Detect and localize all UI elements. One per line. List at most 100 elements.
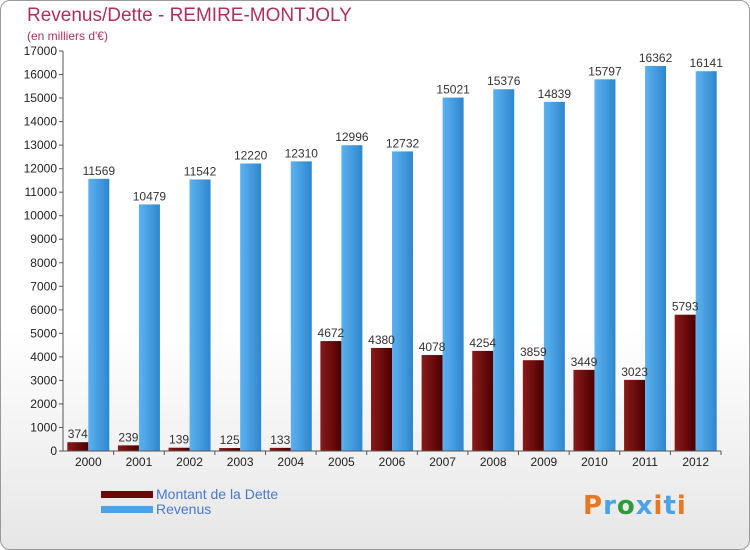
bar-dette-2011 [624,379,646,451]
bar-revenus-2000 [88,178,110,451]
bar-revenus-2006 [392,151,413,451]
x-tick-label: 2002 [176,455,203,469]
bar-dette-2004 [269,447,291,451]
data-label-dette: 4380 [368,333,395,347]
data-label-revenus: 12732 [386,136,420,150]
bar-revenus-2010 [594,79,616,452]
legend-label-revenus: Revenus [156,501,212,517]
bar-dette-2008 [472,350,494,451]
axes: 0 1000 2000 3000 4000 5000 6000 7000 8000 9000 100… [24,44,722,469]
data-label-dette: 4254 [469,336,496,350]
bar-revenus-2008 [493,89,515,451]
data-label-revenus: 14839 [538,87,572,101]
bar-revenus-2011 [645,66,667,451]
bar-dette-2010 [573,369,595,451]
data-label-dette: 5793 [672,300,699,314]
logo-letter: x [635,491,654,521]
logo-letter: r [603,491,617,521]
data-label-dette: 3449 [571,355,598,369]
logo-letter: i [653,491,664,521]
y-tick-label: 0 [50,444,57,458]
bar-dette-2005 [320,341,342,451]
logo-letter: i [676,491,687,521]
legend-swatch-dette [101,491,153,498]
logo-letter: o [616,491,636,521]
x-tick-label: 2007 [429,455,456,469]
chart-subtitle: (en milliers d'€) [27,29,108,43]
data-label-revenus: 10479 [133,189,167,203]
data-label-revenus: 15021 [436,83,470,97]
x-tick-label: 2008 [480,455,507,469]
x-tick-label: 2000 [75,455,102,469]
y-tick-label: 12000 [24,162,58,176]
data-label-dette: 4672 [318,326,345,340]
logo-letter: t [663,491,677,521]
data-label-dette: 374 [68,427,88,441]
bar-dette-2000 [67,442,89,451]
bar-dette-2007 [421,355,443,451]
bar-dette-2009 [522,360,544,451]
x-tick-label: 2006 [379,455,406,469]
y-tick-label: 11000 [25,185,58,199]
bar-revenus-2009 [543,101,565,452]
y-tick-label: 14000 [24,115,58,129]
y-tick-label: 3000 [30,373,57,387]
legend-swatch-revenus [101,506,153,513]
x-tick-label: 2003 [227,455,254,469]
x-tick-label: 2012 [682,455,709,469]
bar-revenus-2003 [240,163,262,451]
data-labels: 374 11569 239 10479 139 11542 125 12220 133 12310… [68,51,723,447]
legend-label-dette: Montant de la Dette [156,486,279,502]
data-label-revenus: 16362 [639,51,673,65]
bar-revenus-2002 [189,179,211,451]
x-tick-label: 2001 [126,455,153,469]
y-tick-label: 15000 [24,91,58,105]
bar-chart: 0 1000 2000 3000 4000 5000 6000 7000 8000 9000 100… [24,44,724,469]
x-tick-label: 2009 [530,455,557,469]
bar-dette-2002 [168,447,190,451]
bar-revenus-2005 [341,145,363,451]
data-label-revenus: 12996 [335,130,369,144]
y-tick-label: 1000 [30,420,57,434]
bar-group [67,66,717,452]
x-tick-label: 2004 [277,455,304,469]
data-label-dette: 3023 [621,365,648,379]
y-tick-label: 6000 [30,303,57,317]
data-label-revenus: 11542 [184,164,217,178]
y-tick-label: 5000 [30,326,57,340]
data-label-dette: 139 [169,433,189,447]
bar-dette-2012 [674,314,696,451]
data-label-revenus: 16141 [690,56,724,70]
y-tick-label: 7000 [30,279,57,293]
bar-revenus-2007 [442,97,464,452]
bar-revenus-2004 [290,161,312,451]
y-tick-label: 9000 [30,232,57,246]
data-label-revenus: 12310 [285,146,319,160]
x-tick-label: 2010 [581,455,608,469]
x-tick-label: 2005 [328,455,355,469]
y-tick-label: 13000 [24,138,58,152]
bar-revenus-2012 [695,71,717,451]
y-tick-label: 17000 [24,44,58,58]
proxiti-logo: Proxiti [583,491,687,521]
data-label-revenus: 15797 [588,64,622,78]
y-tick-label: 8000 [30,256,57,270]
y-tick-label: 2000 [30,397,57,411]
bar-dette-2003 [219,448,241,451]
data-label-dette: 239 [118,430,138,444]
data-label-dette: 133 [270,433,290,447]
y-tick-label: 4000 [30,350,57,364]
data-label-revenus: 15376 [487,74,521,88]
bar-dette-2006 [371,347,392,451]
y-tick-label: 16000 [24,68,58,82]
data-label-revenus: 11569 [83,164,116,178]
data-label-dette: 4078 [419,340,446,354]
y-tick-label: 10000 [24,209,58,223]
data-label-revenus: 12220 [234,148,268,162]
chart-title: Revenus/Dette - REMIRE-MONTJOLY [27,5,352,26]
bar-dette-2001 [117,445,139,451]
data-label-dette: 125 [220,433,240,447]
logo-letter: P [583,491,604,521]
bar-revenus-2001 [138,204,160,451]
